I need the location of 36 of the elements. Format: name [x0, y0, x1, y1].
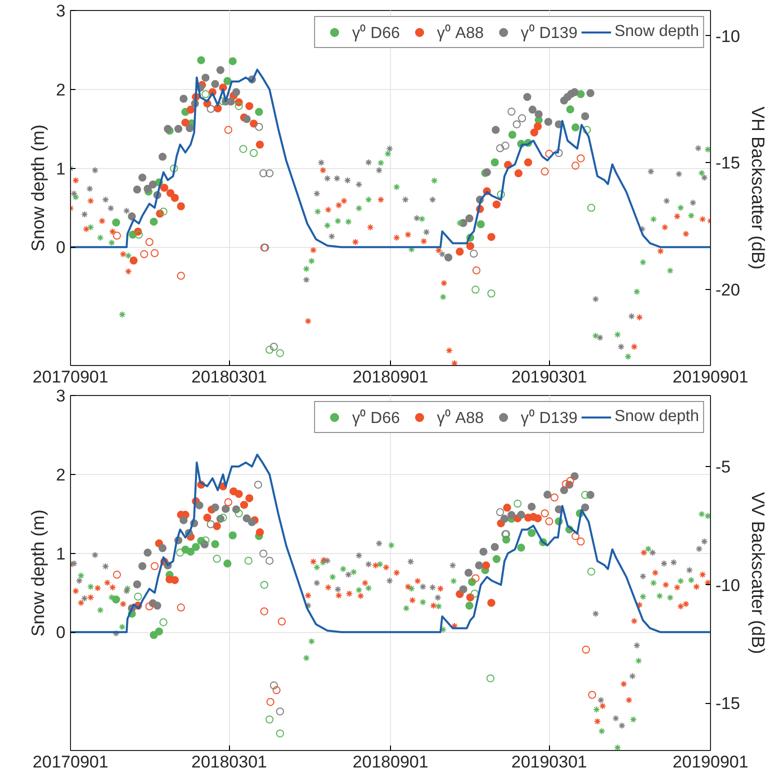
y-tick-label: 2	[56, 465, 66, 484]
legend-label: γ⁰ D66	[352, 23, 400, 43]
y-tick-label: 3	[56, 2, 66, 20]
x-tick-label: 20170901	[32, 752, 108, 771]
y-tick-label: 1	[56, 544, 66, 564]
y-tick-label: 2	[56, 80, 66, 100]
x-tick-label: 20190301	[511, 368, 588, 386]
legend-label: γ⁰ D139	[520, 23, 578, 43]
y-tick-label: 0	[56, 623, 66, 642]
legend-label: γ⁰ A88	[436, 408, 484, 428]
x-tick-label: 20190901	[672, 368, 748, 386]
x-tick-label: 20180901	[352, 752, 428, 771]
x-tick-label: 20190301	[511, 752, 588, 771]
y2-tick-label: -20	[716, 280, 740, 300]
x-tick-label: 20190901	[672, 752, 748, 771]
legend-label: γ⁰ D66	[352, 408, 400, 428]
x-tick-label: 20170901	[32, 368, 108, 386]
y2-axis-title: VH Backscatter (dB)	[748, 106, 768, 270]
x-tick-label: 20180301	[191, 368, 268, 386]
y-tick-label: 3	[56, 386, 66, 406]
y-axis-title: Snow depth (m)	[28, 509, 48, 637]
y2-tick-label: -5	[716, 458, 731, 476]
legend-label: Snow depth	[614, 23, 699, 41]
legend-label: Snow depth	[614, 408, 699, 426]
y2-tick-label: -10	[716, 26, 740, 46]
y-tick-label: 1	[56, 159, 66, 178]
legend-label: γ⁰ D139	[520, 408, 578, 428]
legend-label: γ⁰ A88	[436, 23, 484, 43]
y2-tick-label: -10	[716, 576, 740, 595]
y2-tick-label: -15	[716, 154, 740, 173]
y2-axis-title: VV Backscatter (dB)	[748, 492, 768, 654]
y-axis-title: Snow depth (m)	[28, 124, 48, 252]
y2-tick-label: -15	[716, 694, 740, 714]
x-tick-label: 20180301	[191, 752, 268, 771]
y-tick-label: 0	[56, 238, 66, 258]
x-tick-label: 20180901	[352, 368, 428, 386]
